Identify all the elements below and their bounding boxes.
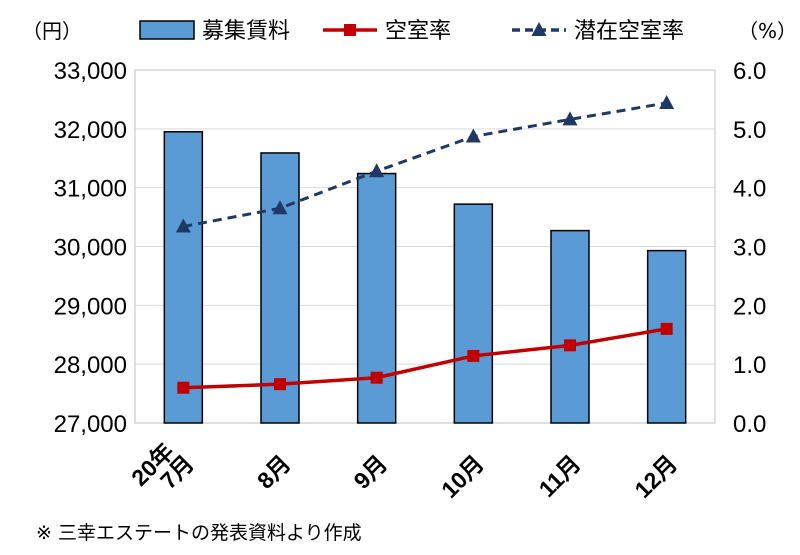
right-axis-unit: （%） [738, 19, 797, 43]
x-tick-label: 10月 [436, 450, 489, 503]
line-series [175, 94, 675, 394]
triangle-marker [562, 111, 578, 126]
triangle-marker [175, 218, 191, 233]
bar [356, 172, 397, 424]
x-tick-label: 11月 [534, 450, 586, 502]
triangle-marker [465, 128, 481, 143]
x-tick-label: 8月 [252, 450, 296, 494]
legend-marker [344, 24, 356, 36]
bar [260, 152, 300, 424]
bar [550, 229, 590, 424]
triangle-marker [369, 163, 385, 178]
legend: 募集賃料 空室率 潜在空室率 [139, 19, 684, 44]
left-tick-label: 28,000 [54, 352, 127, 379]
legend-marker [531, 22, 547, 36]
legend-label: 募集賃料 [202, 19, 290, 44]
square-marker [660, 322, 673, 335]
triangle-marker [272, 200, 288, 215]
gridlines [134, 69, 716, 424]
x-tick-label: 9月 [349, 450, 393, 494]
series-line [183, 101, 667, 228]
left-tick-label: 32,000 [54, 117, 127, 144]
square-marker [177, 381, 190, 394]
legend-label: 空室率 [385, 19, 451, 44]
right-tick-label: 5.0 [733, 117, 766, 144]
right-tick-label: 3.0 [733, 235, 766, 262]
right-tick-label: 1.0 [733, 352, 766, 379]
right-tick-label: 6.0 [733, 58, 766, 85]
left-tick-label: 30,000 [54, 235, 127, 262]
square-marker [467, 349, 480, 362]
legend-swatch [139, 20, 195, 40]
legend-label: 潜在空室率 [574, 19, 684, 44]
left-tick-label: 31,000 [54, 176, 127, 203]
series-line [183, 327, 667, 390]
square-marker [370, 371, 383, 384]
source-note: ※ 三幸エステートの発表資料より作成 [36, 522, 362, 544]
plot-frame [134, 69, 716, 424]
left-tick-label: 27,000 [54, 411, 127, 438]
right-tick-label: 4.0 [733, 176, 766, 203]
right-axis-ticks: 0.0 1.0 2.0 3.0 4.0 5.0 6.0 [733, 58, 766, 438]
square-marker [274, 378, 286, 391]
bar [646, 249, 687, 424]
triangle-marker [659, 94, 675, 109]
left-axis-ticks: 27,000 28,000 29,000 30,000 31,000 32,000 33,0… [54, 58, 127, 438]
left-axis-unit: （円） [22, 19, 82, 43]
right-tick-label: 2.0 [733, 293, 766, 320]
bar [163, 131, 204, 424]
bar-series [163, 131, 687, 424]
left-tick-label: 29,000 [54, 293, 127, 320]
left-tick-label: 33,000 [54, 58, 127, 85]
x-tick-label: 12月 [629, 450, 682, 503]
bar [453, 203, 494, 424]
right-tick-label: 0.0 [733, 411, 766, 438]
square-marker [564, 339, 576, 352]
